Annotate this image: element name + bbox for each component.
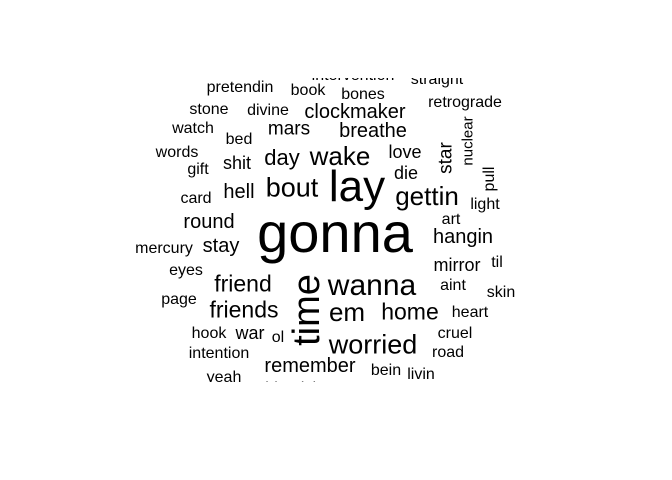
word-aint: aint xyxy=(440,277,466,294)
word-home: home xyxy=(381,298,439,325)
word-friends: friends xyxy=(209,296,279,323)
word-wake: wake xyxy=(309,141,371,171)
word-clockmaker: clockmaker xyxy=(304,101,406,123)
word-star: star xyxy=(435,142,457,174)
word-gift: gift xyxy=(187,161,209,178)
word-nuclear: nuclear xyxy=(459,116,477,166)
word-mars: mars xyxy=(267,118,311,140)
word-retrograde: retrograde xyxy=(428,94,502,111)
word-art: art xyxy=(441,211,461,228)
word-page: page xyxy=(161,291,197,308)
word-mirror: mirror xyxy=(433,255,481,275)
word-time: time xyxy=(286,274,328,346)
word-divine: divine xyxy=(247,102,289,119)
word-war: war xyxy=(235,323,265,343)
word-lay: lay xyxy=(328,162,386,211)
word-shit: shit xyxy=(222,153,252,173)
word-watch: watch xyxy=(172,120,214,137)
word-eyes: eyes xyxy=(169,262,203,279)
word-hangin: hangin xyxy=(432,226,494,248)
word-bloodshot: bloodshot xyxy=(265,381,334,383)
word-ol: ol xyxy=(271,329,285,346)
word-words: words xyxy=(155,144,199,161)
word-em: em xyxy=(328,297,366,327)
word-bout: bout xyxy=(265,172,319,203)
word-stone: stone xyxy=(189,101,229,118)
word-mercury: mercury xyxy=(135,240,193,257)
word-round: round xyxy=(183,211,235,233)
word-heart: heart xyxy=(451,304,489,321)
word-breathe: breathe xyxy=(339,120,407,142)
word-card: card xyxy=(180,190,212,207)
word-cruel: cruel xyxy=(437,325,473,342)
word-skin: skin xyxy=(486,284,516,301)
word-intention: intention xyxy=(188,345,250,362)
word-remember: remember xyxy=(264,355,356,377)
word-bein: bein xyxy=(370,362,402,379)
word-die: die xyxy=(393,163,419,183)
word-worried: worried xyxy=(328,329,418,360)
word-book: book xyxy=(290,82,326,99)
word-straight: straight xyxy=(410,78,464,88)
word-friend: friend xyxy=(214,270,272,297)
word-yeah: yeah xyxy=(206,369,242,383)
word-cloud-region: gonna lay time wanna worried bout gettin… xyxy=(0,78,672,382)
word-pretendin: pretendin xyxy=(206,79,274,96)
word-bones: bones xyxy=(341,86,385,103)
word-gonna: gonna xyxy=(257,201,413,264)
word-hook: hook xyxy=(191,325,227,342)
word-til: til xyxy=(491,254,503,271)
word-love: love xyxy=(388,142,422,162)
word-intervention: intervention xyxy=(312,78,395,84)
word-day: day xyxy=(264,145,300,170)
word-gettin: gettin xyxy=(395,181,459,211)
word-light: light xyxy=(470,196,500,213)
word-livin: livin xyxy=(407,366,435,383)
word-bed: bed xyxy=(225,131,253,148)
word-pull: pull xyxy=(481,166,498,192)
word-road: road xyxy=(431,344,465,361)
word-stay: stay xyxy=(202,235,240,257)
word-hell: hell xyxy=(223,181,255,203)
word-wanna: wanna xyxy=(327,269,417,302)
